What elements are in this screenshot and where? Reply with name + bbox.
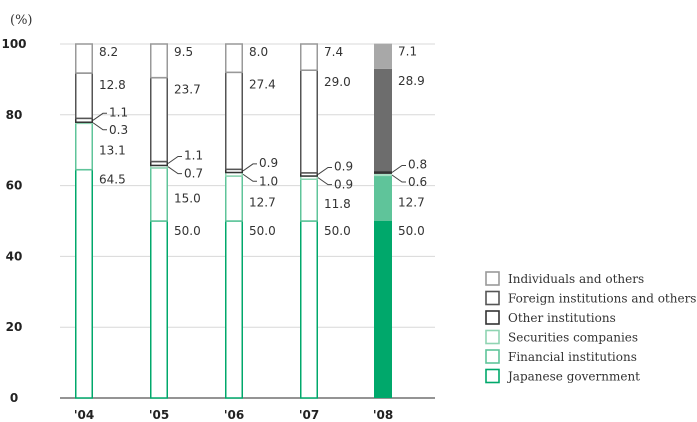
x-tick-label: '05 — [149, 408, 169, 422]
leader-line — [167, 155, 182, 164]
bar-segment — [75, 122, 93, 171]
data-label: 12.7 — [398, 196, 425, 210]
bar-segment — [300, 178, 318, 222]
y-unit-label: (%) — [10, 13, 33, 28]
data-label: 64.5 — [99, 173, 126, 187]
legend: Individuals and others Foreign institutio… — [485, 271, 696, 384]
leader-line — [242, 163, 257, 172]
bar-segment — [150, 220, 168, 399]
x-axis-ticks: '04 '05 '06 '07 '08 — [74, 408, 393, 422]
bar-segment — [225, 43, 243, 74]
bar-segment — [225, 175, 243, 222]
bar-segment — [374, 221, 392, 398]
data-label: 8.0 — [249, 45, 268, 59]
legend-label: Securities companies — [508, 331, 638, 345]
leader-line — [317, 166, 332, 175]
legend-swatch — [485, 349, 500, 364]
y-tick-label: 80 — [6, 108, 23, 122]
y-axis-ticks: 0 20 40 60 80 100 — [1, 37, 26, 405]
bar-segment — [75, 43, 93, 74]
data-label: 8.2 — [99, 45, 118, 59]
data-label: 7.4 — [324, 45, 343, 59]
legend-label: Individuals and others — [508, 272, 644, 286]
leader-line — [391, 174, 406, 183]
legend-label: Foreign institutions and others — [508, 292, 696, 306]
data-label: 0.6 — [408, 175, 427, 189]
bar-segment — [150, 167, 168, 222]
leader-line — [92, 112, 107, 121]
data-label: 0.9 — [334, 159, 353, 173]
data-label: 1.1 — [184, 148, 203, 162]
data-labels: 64.5 13.1 8.2 12.8 0.3 1.1 50.0 15.0 9.5 23.7 0.7 1… — [99, 45, 427, 238]
bar-segment — [225, 220, 243, 399]
leader-line — [167, 166, 182, 175]
data-label: 0.9 — [334, 178, 353, 192]
data-label: 28.9 — [398, 74, 425, 88]
bar-segment — [150, 76, 168, 163]
bar-segment — [75, 72, 93, 120]
data-label: 23.7 — [174, 83, 201, 97]
data-label: 13.1 — [99, 143, 126, 157]
leader-lines — [92, 112, 406, 186]
bar-segment — [75, 168, 93, 399]
data-label: 9.5 — [174, 45, 193, 59]
bar-segment — [374, 43, 392, 69]
data-label: 50.0 — [398, 224, 425, 238]
bar-segment — [374, 176, 392, 221]
bars — [75, 43, 392, 399]
data-label: 15.0 — [174, 191, 201, 205]
y-tick-label: 60 — [6, 179, 23, 193]
y-tick-label: 40 — [6, 249, 23, 263]
data-label: 29.0 — [324, 75, 351, 89]
legend-label: Other institutions — [508, 311, 616, 325]
bar-segment — [300, 43, 318, 71]
legend-swatch — [485, 368, 500, 384]
legend-swatch — [485, 310, 500, 325]
y-tick-label: 20 — [6, 320, 23, 334]
bar-segment — [150, 43, 168, 79]
data-label: 1.0 — [259, 174, 278, 188]
leader-line — [92, 122, 107, 131]
legend-swatch — [485, 290, 500, 306]
gridlines — [60, 43, 435, 399]
data-label: 27.4 — [249, 77, 276, 91]
data-label: 0.8 — [408, 158, 427, 172]
data-label: 0.9 — [259, 156, 278, 170]
data-label: 50.0 — [249, 224, 276, 238]
leader-line — [391, 165, 406, 173]
x-tick-label: '04 — [74, 408, 94, 422]
bar-segment — [300, 220, 318, 399]
data-label: 7.1 — [398, 45, 417, 59]
data-label: 1.1 — [109, 105, 128, 119]
data-label: 50.0 — [174, 224, 201, 238]
leader-line — [242, 173, 257, 182]
data-label: 50.0 — [324, 224, 351, 238]
x-tick-label: '08 — [373, 408, 393, 422]
legend-label: Financial institutions — [508, 350, 637, 364]
y-tick-label: 0 — [10, 391, 18, 405]
bar-segment — [374, 173, 392, 177]
bar-segment — [300, 69, 318, 174]
bar-segment — [225, 71, 243, 171]
bar-segment — [374, 171, 392, 174]
bar-segment — [374, 68, 392, 172]
legend-swatch — [485, 329, 500, 345]
x-tick-label: '07 — [299, 408, 319, 422]
legend-swatch — [485, 271, 500, 286]
leader-line — [317, 177, 332, 186]
x-tick-label: '06 — [224, 408, 244, 422]
data-label: 12.8 — [99, 78, 126, 92]
legend-label: Japanese government — [506, 370, 640, 384]
data-label: 11.8 — [324, 197, 351, 211]
data-label: 0.7 — [184, 167, 203, 181]
data-label: 12.7 — [249, 196, 276, 210]
y-tick-label: 100 — [1, 37, 26, 51]
data-label: 0.3 — [109, 123, 128, 137]
